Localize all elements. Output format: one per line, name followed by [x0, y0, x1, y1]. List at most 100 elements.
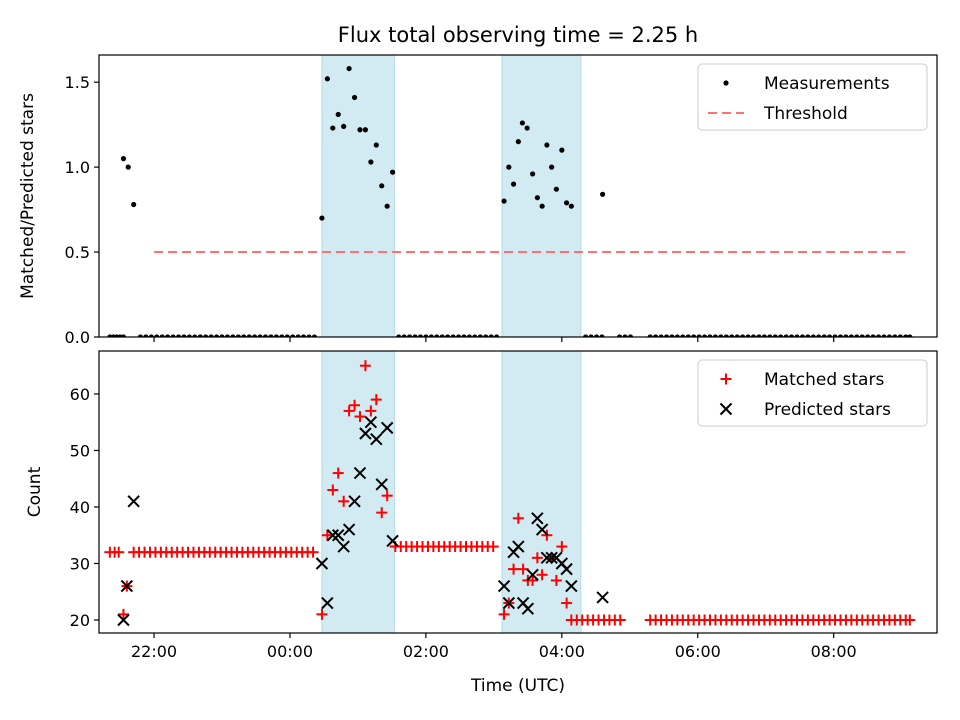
measurements-point [170, 334, 176, 337]
predicted-stars-point [359, 427, 372, 440]
x-tick-label: 04:00 [539, 642, 585, 661]
predicted-stars-point [332, 529, 345, 542]
measurements-point [805, 334, 811, 337]
measurements-point [848, 334, 854, 337]
predicted-stars-point [315, 557, 329, 570]
measurements-point [524, 125, 530, 131]
x-tick-label: 08:00 [811, 642, 857, 661]
measurements-point [892, 334, 898, 337]
measurements-point [252, 334, 258, 337]
predicted-stars-point [386, 534, 399, 548]
measurements-point [622, 334, 628, 337]
matched-stars-point [338, 495, 350, 507]
matched-stars-point [381, 490, 393, 502]
predicted-stars-point [127, 495, 140, 508]
measurements-point [696, 334, 702, 337]
matched-stars-point [307, 546, 319, 558]
measurements-point [311, 334, 318, 337]
measurements-point [568, 203, 574, 209]
measurements-point [854, 334, 860, 337]
measurements-point [875, 334, 882, 337]
x-tick-label: 06:00 [675, 642, 721, 661]
legend-box [697, 359, 928, 427]
predicted-stars-point [348, 495, 361, 508]
measurements-point [506, 164, 512, 170]
measurements-point [483, 334, 489, 337]
matched-stars-point [512, 512, 524, 524]
axes-frame [98, 350, 938, 634]
shaded-interval-0 [321, 54, 396, 338]
y-tick-label: 0.5 [65, 243, 90, 262]
measurements-point [553, 186, 559, 192]
measurements-point [488, 334, 494, 337]
predicted-stars-point [526, 568, 539, 581]
measurements-point [396, 334, 402, 337]
measurements-point [241, 334, 247, 337]
measurements-point [534, 195, 540, 201]
predicted-stars-point [521, 602, 535, 615]
predicted-stars-point [321, 596, 334, 610]
y-tick-label: 50 [70, 441, 90, 460]
legend-marker [723, 80, 729, 86]
measurements-point [653, 334, 659, 337]
plot-area [104, 360, 916, 627]
measurements-point [306, 334, 312, 337]
measurements-point [257, 334, 263, 337]
measurements-point [837, 334, 844, 337]
shaded-interval-0 [321, 350, 396, 634]
measurements-point [778, 334, 784, 337]
measurements-point [707, 334, 713, 337]
predicted-stars-point [364, 415, 378, 429]
measurements-point [617, 334, 623, 337]
measurements-point [319, 215, 325, 221]
matched-stars-point [376, 507, 388, 519]
measurements-point [718, 334, 724, 337]
measurements-point [368, 159, 374, 165]
predicted-stars-point [531, 512, 544, 525]
measurements-point [740, 334, 746, 337]
x-tick-label: 00:00 [267, 642, 313, 661]
measurements-point [197, 334, 203, 337]
measurements-point [401, 334, 407, 337]
measurements-point [680, 334, 686, 337]
measurements-point [810, 334, 816, 337]
x-tick-label: 02:00 [403, 642, 449, 661]
measurements-point [181, 334, 187, 337]
chart-title: Flux total observing time = 2.25 h [338, 23, 698, 47]
predicted-stars-point [326, 529, 340, 542]
measurements-point [519, 120, 526, 126]
matched-stars-point [531, 552, 543, 564]
y-tick-label: 60 [70, 385, 90, 404]
predicted-stars-point [540, 551, 554, 565]
measurements-point [417, 334, 424, 337]
measurements-point [788, 334, 795, 337]
measurements-point [593, 334, 600, 337]
measurements-point [300, 334, 307, 337]
measurements-point [827, 334, 833, 337]
predicted-stars-point [342, 523, 356, 536]
measurements-point [268, 334, 274, 337]
predicted-stars-point [120, 579, 134, 593]
measurements-point [669, 334, 675, 337]
measurements-point [881, 334, 887, 337]
matched-stars-point [321, 529, 333, 541]
predicted-stars-point [545, 551, 558, 565]
measurements-point [324, 76, 330, 82]
measurements-point [761, 334, 767, 337]
measurements-point [125, 164, 131, 170]
measurements-point [351, 94, 358, 101]
matched-stars-point [614, 614, 626, 626]
legend-marker [720, 373, 732, 385]
measurements-point [175, 334, 182, 337]
measurements-point [246, 334, 252, 337]
predicted-stars-point [117, 613, 130, 627]
measurements-point [549, 164, 555, 170]
measurements-point [230, 334, 236, 337]
measurements-point [816, 334, 822, 337]
legend-label: Measurements [764, 74, 890, 94]
measurements-point [750, 334, 757, 337]
measurements-point [658, 334, 664, 337]
matched-stars-point [316, 608, 328, 620]
measurements-point [346, 65, 352, 72]
measurements-point [137, 334, 144, 337]
